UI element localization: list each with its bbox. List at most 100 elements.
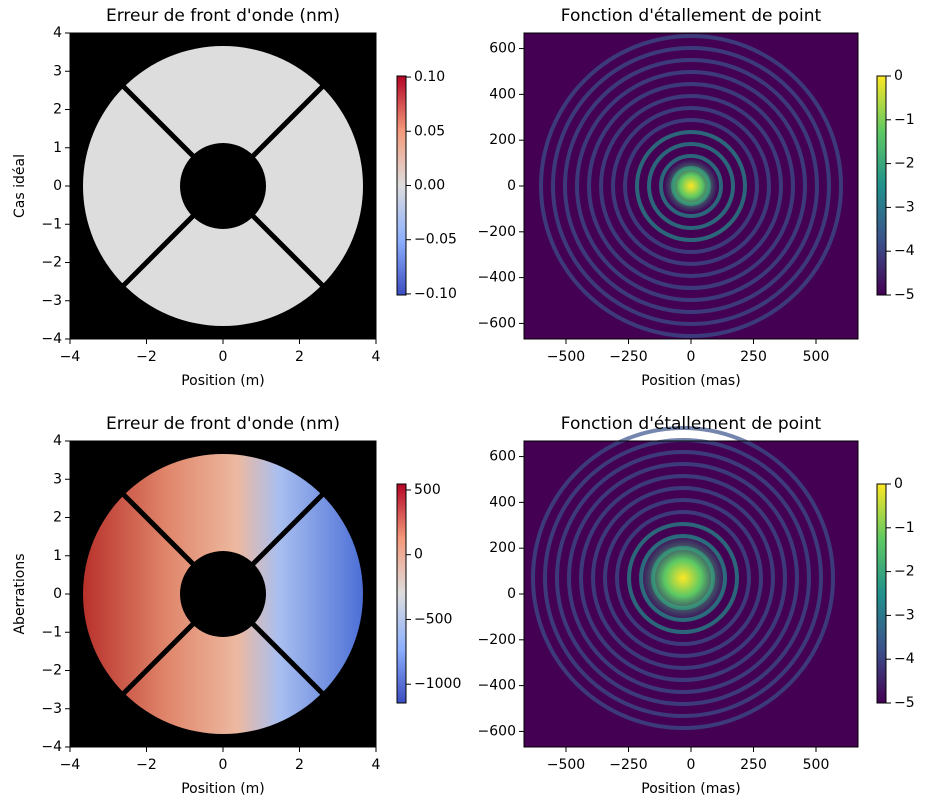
panel-title: Fonction d'étallement de point bbox=[561, 6, 822, 26]
y-tick-label: 3 bbox=[53, 63, 62, 79]
psf-ring bbox=[659, 154, 723, 218]
x-tick-label: 2 bbox=[295, 349, 304, 365]
colorbar-tick-label: −1 bbox=[894, 520, 915, 536]
psf-ring bbox=[635, 130, 747, 242]
panel: Fonction d'étallement de point Position (… bbox=[478, 6, 915, 389]
y-tick-label: 200 bbox=[489, 132, 516, 148]
obscuration bbox=[180, 551, 266, 637]
colorbar bbox=[876, 483, 887, 704]
y-tick-label: 3 bbox=[53, 471, 62, 487]
x-tick-label: 0 bbox=[687, 349, 696, 365]
y-tick-label: −400 bbox=[478, 270, 516, 286]
colorbar-tick-label: 0.00 bbox=[414, 178, 445, 194]
psf-ring bbox=[579, 474, 787, 682]
y-tick-label: 400 bbox=[489, 494, 516, 510]
psf-ring bbox=[591, 486, 775, 670]
psf-ring bbox=[603, 498, 763, 658]
psf-core bbox=[638, 533, 728, 623]
y-tick-label: −200 bbox=[478, 632, 516, 648]
psf-ring bbox=[627, 522, 739, 634]
colorbar-tick-label: 0 bbox=[894, 68, 903, 84]
x-axis-label: Position (m) bbox=[181, 373, 265, 389]
y-tick-label: 0 bbox=[53, 586, 62, 602]
colorbar-tick-label: −0.05 bbox=[414, 232, 457, 248]
y-tick-label: −600 bbox=[478, 315, 516, 331]
colorbar-tick-label: −3 bbox=[894, 607, 915, 623]
y-tick-label: 4 bbox=[53, 433, 62, 449]
colorbar-tick-label: −4 bbox=[894, 651, 915, 667]
y-tick-label: 2 bbox=[53, 102, 62, 118]
colorbar-tick-label: −4 bbox=[894, 243, 915, 259]
psf-ring bbox=[599, 94, 783, 278]
panel-title: Erreur de front d'onde (nm) bbox=[106, 6, 340, 26]
y-tick-label: −600 bbox=[478, 723, 516, 739]
psf-ring bbox=[615, 510, 751, 646]
colorbar-tick-label: −0.10 bbox=[414, 286, 457, 302]
x-tick-label: 250 bbox=[740, 349, 767, 365]
panel-title: Erreur de front d'onde (nm) bbox=[106, 414, 340, 434]
colorbar-tick-label: −2 bbox=[894, 156, 915, 172]
x-tick-label: −2 bbox=[136, 349, 157, 365]
x-tick-label: 2 bbox=[295, 757, 304, 773]
colorbar bbox=[396, 75, 407, 296]
y-tick-label: −200 bbox=[478, 224, 516, 240]
colorbar-tick-label: −1000 bbox=[414, 676, 461, 692]
psf-ring bbox=[539, 34, 843, 338]
x-tick-label: 4 bbox=[372, 757, 381, 773]
y-tick-label: 200 bbox=[489, 540, 516, 556]
y-tick-label: −1 bbox=[41, 216, 62, 232]
colorbar-tick-label: −1 bbox=[894, 112, 915, 128]
colorbar-tick-label: −5 bbox=[894, 287, 915, 303]
y-tick-label: 2 bbox=[53, 510, 62, 526]
y-tick-label: 600 bbox=[489, 449, 516, 465]
y-tick-label: −2 bbox=[41, 663, 62, 679]
x-tick-label: −2 bbox=[136, 757, 157, 773]
psf-ring bbox=[567, 462, 799, 694]
x-tick-label: −250 bbox=[609, 349, 647, 365]
panel-title: Fonction d'étallement de point bbox=[561, 414, 822, 434]
psf-ring bbox=[575, 70, 807, 302]
psf-ring bbox=[611, 106, 771, 266]
colorbar-tick-label: 0.05 bbox=[414, 123, 445, 139]
psf-core bbox=[663, 158, 719, 214]
colorbar-tick-label: 500 bbox=[414, 482, 441, 498]
colorbar-tick-label: −500 bbox=[414, 611, 452, 627]
x-tick-label: 500 bbox=[803, 349, 830, 365]
y-tick-label: 1 bbox=[53, 548, 62, 564]
y-tick-label: 400 bbox=[489, 86, 516, 102]
y-tick-label: −3 bbox=[41, 293, 62, 309]
x-tick-label: 0 bbox=[219, 757, 228, 773]
colorbar-tick-label: 0 bbox=[414, 547, 423, 563]
x-tick-label: −4 bbox=[60, 757, 81, 773]
colorbar-tick-label: 0.10 bbox=[414, 69, 445, 85]
panel: Erreur de front d'onde (nm) Position (m) C… bbox=[12, 6, 457, 389]
y-tick-label: −400 bbox=[478, 678, 516, 694]
colorbar bbox=[396, 483, 407, 704]
colorbar-tick-label: −2 bbox=[894, 564, 915, 580]
colorbar-tick-label: −3 bbox=[894, 199, 915, 215]
x-tick-label: −500 bbox=[547, 349, 585, 365]
psf-ring bbox=[531, 426, 835, 730]
x-tick-label: 0 bbox=[687, 757, 696, 773]
x-tick-label: 500 bbox=[803, 757, 830, 773]
psf-ring bbox=[563, 58, 819, 314]
x-axis-label: Position (mas) bbox=[641, 781, 740, 797]
colorbar-tick-label: −5 bbox=[894, 695, 915, 711]
y-tick-label: 0 bbox=[53, 178, 62, 194]
x-tick-label: −4 bbox=[60, 349, 81, 365]
colorbar bbox=[876, 75, 887, 296]
y-axis-label: Cas idéal bbox=[12, 154, 28, 218]
x-tick-label: 0 bbox=[219, 349, 228, 365]
panel: Erreur de front d'onde (nm) Position (m) A… bbox=[12, 414, 461, 797]
y-tick-label: −2 bbox=[41, 255, 62, 271]
panel: Fonction d'étallement de point Position (… bbox=[478, 414, 915, 797]
x-tick-label: 4 bbox=[372, 349, 381, 365]
y-tick-label: 1 bbox=[53, 140, 62, 156]
psf-ring bbox=[551, 46, 831, 326]
y-tick-label: 4 bbox=[53, 25, 62, 41]
y-tick-label: 0 bbox=[507, 178, 516, 194]
x-axis-label: Position (m) bbox=[181, 781, 265, 797]
x-axis-label: Position (mas) bbox=[641, 373, 740, 389]
psf-ring bbox=[555, 450, 811, 706]
